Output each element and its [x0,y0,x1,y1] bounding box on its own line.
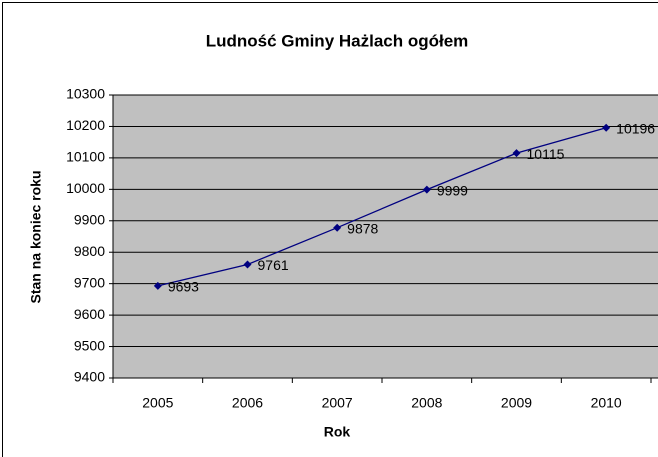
x-tick-label: 2009 [501,395,532,411]
y-tick-label: 9500 [74,337,105,353]
y-axis-title: Stan na koniec roku [28,170,44,303]
data-label: 9761 [258,257,289,273]
x-tick-label: 2008 [411,395,442,411]
y-tick-label: 10200 [66,117,105,133]
marker [333,223,342,232]
y-tick-label: 9800 [74,243,105,259]
data-label: 10196 [616,120,655,136]
chart-title: Ludność Gminy Hażlach ogółem [206,31,469,50]
line [157,127,607,287]
x-tick-label: 2005 [142,395,173,411]
data-label: 9999 [437,182,468,198]
y-tick-label: 9900 [74,211,105,227]
plot-area [109,94,658,383]
y-tick-label: 10100 [66,149,105,165]
x-axis-title: Rok [324,424,351,440]
data-label: 10115 [527,146,565,162]
marker [602,123,611,132]
marker [243,260,252,269]
y-tick-label: 9400 [74,369,105,385]
x-tick-label: 2006 [232,395,263,411]
marker [422,185,431,194]
marker [153,281,162,290]
plot-background [113,95,658,378]
marker [512,149,521,158]
y-tick-label: 10000 [66,180,105,196]
x-tick-label: 2007 [322,395,353,411]
y-tick-label: 9700 [74,274,105,290]
y-tick-label: 9600 [74,306,105,322]
y-tick-label: 10300 [66,86,105,102]
x-tick-label: 2010 [591,395,622,411]
data-label: 9693 [168,279,199,295]
data-label: 9878 [347,220,378,236]
